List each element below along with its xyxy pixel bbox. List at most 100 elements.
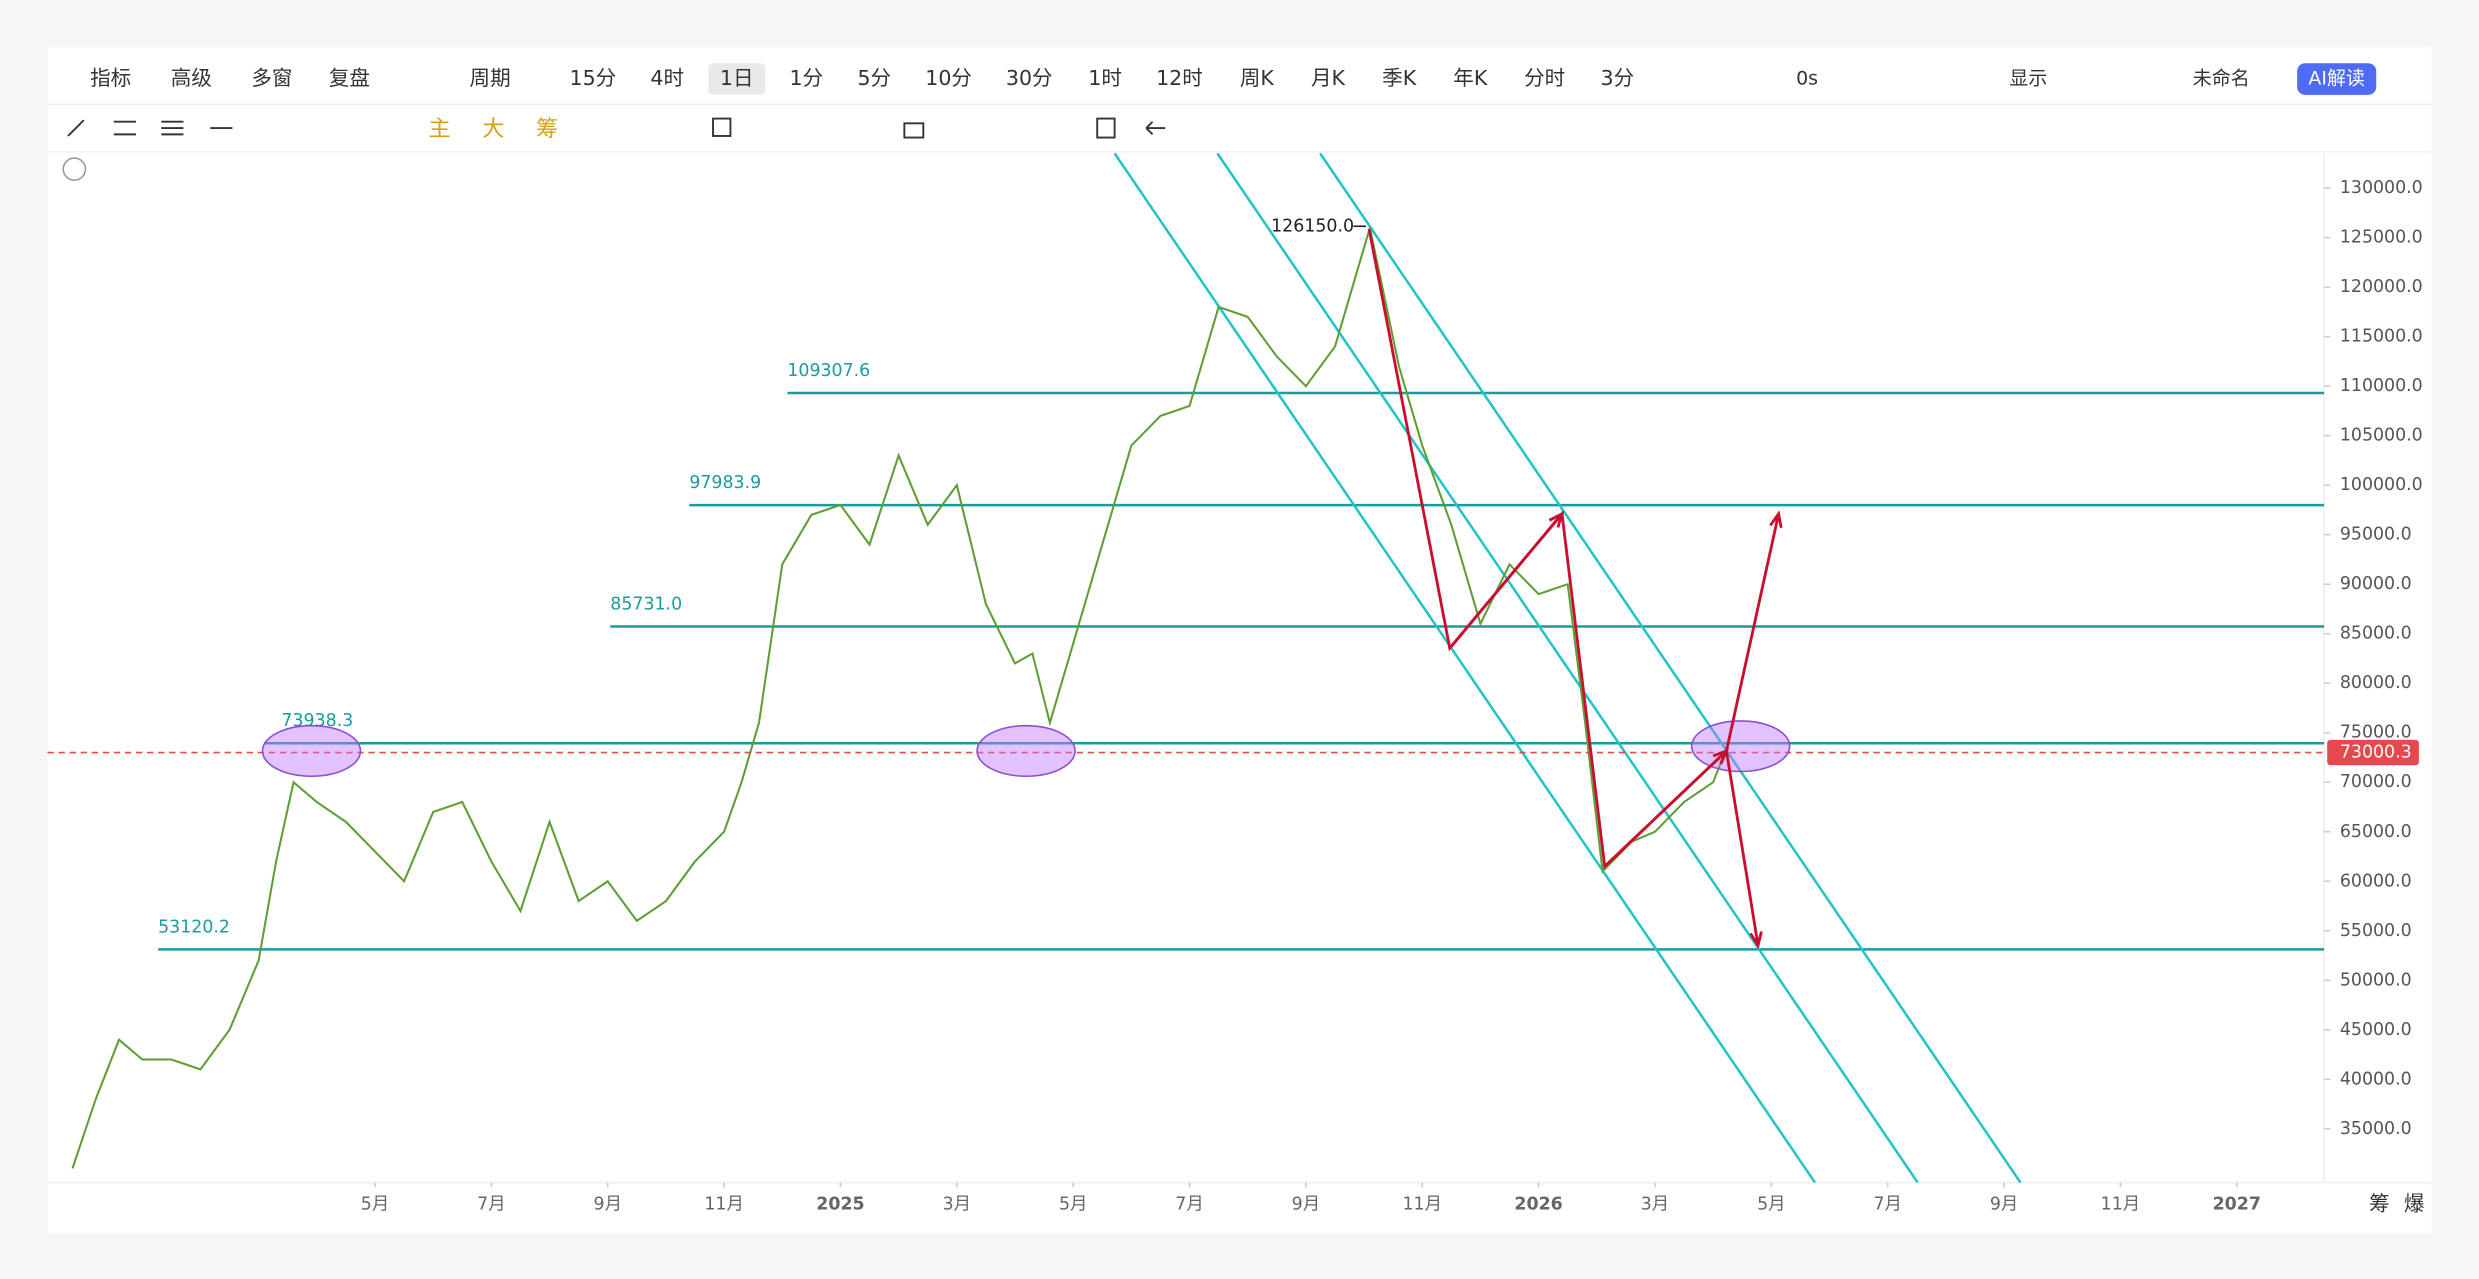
- toolbar-item[interactable]: 周期: [470, 66, 511, 90]
- projection-arrow: [1725, 750, 1760, 946]
- toolbar-item[interactable]: 月K: [1311, 66, 1346, 90]
- x-tick-label: 7月: [477, 1195, 505, 1215]
- x-tick-label: 2027: [2213, 1195, 2261, 1215]
- x-tick-label: 7月: [1175, 1195, 1203, 1215]
- toolbar-item[interactable]: 复盘: [329, 66, 370, 90]
- y-tick-label: 95000.0: [2340, 525, 2412, 545]
- level-label: 53120.2: [158, 917, 230, 937]
- y-tick-label: 35000.0: [2340, 1119, 2412, 1139]
- channel-line: [1319, 152, 2022, 1184]
- level-label: 97983.9: [689, 473, 761, 493]
- y-tick-label: 70000.0: [2340, 772, 2412, 792]
- y-tick-label: 100000.0: [2340, 475, 2423, 495]
- price-line: [71, 227, 1726, 1169]
- y-tick-label: 55000.0: [2340, 921, 2412, 941]
- channel-line: [1113, 152, 1817, 1184]
- toolbar-item[interactable]: 分时: [1524, 66, 1565, 90]
- highlight-ellipse: [976, 724, 1076, 778]
- y-tick-label: 60000.0: [2340, 871, 2412, 891]
- x-tick-label: 2025: [816, 1195, 864, 1215]
- y-tick-label: 75000.0: [2340, 723, 2412, 743]
- x-tick-label: 11月: [1403, 1195, 1442, 1215]
- x-tick-label: 7月: [1873, 1195, 1901, 1215]
- level-label: 85731.0: [610, 594, 682, 614]
- tool-icon[interactable]: [1096, 117, 1116, 139]
- arrow-head: [1749, 931, 1763, 950]
- y-tick-label: 65000.0: [2340, 822, 2412, 842]
- projection-arrow: [1603, 749, 1728, 868]
- chip-toggle[interactable]: 筹: [2369, 1192, 2390, 1216]
- projection-arrow: [1725, 513, 1780, 752]
- y-tick-label: 50000.0: [2340, 970, 2412, 990]
- chip-toggle[interactable]: 爆: [2404, 1192, 2425, 1216]
- toolbar-item[interactable]: 未命名: [2193, 68, 2250, 90]
- arrow-head: [1769, 510, 1783, 529]
- y-tick-label: 40000.0: [2340, 1069, 2412, 1089]
- arrow-head: [1548, 511, 1565, 528]
- toolbar-item[interactable]: 30分: [1006, 66, 1053, 90]
- indicator-toggle[interactable]: 筹: [536, 116, 558, 142]
- toolbar-item[interactable]: 多窗: [251, 66, 292, 90]
- x-tick-label: 3月: [1641, 1195, 1669, 1215]
- arrow-head: [1712, 748, 1730, 765]
- ai-button-bg[interactable]: [2297, 63, 2377, 95]
- expand-icon[interactable]: [62, 157, 87, 182]
- toolbar-item[interactable]: 显示: [2009, 68, 2047, 90]
- toolbar-item[interactable]: 周K: [1240, 66, 1275, 90]
- toolbar-item[interactable]: 高级: [171, 66, 212, 90]
- toolbar-item[interactable]: 1分: [790, 66, 824, 90]
- level-label: 109307.6: [787, 361, 870, 381]
- toolbar-item[interactable]: 3分: [1601, 66, 1635, 90]
- current-price-label: 73000.3: [2340, 743, 2412, 763]
- highlight-ellipse: [261, 724, 362, 778]
- x-tick-label: 11月: [704, 1195, 743, 1215]
- x-tick-label: 5月: [1757, 1195, 1785, 1215]
- toolbar-item[interactable]: 1时: [1088, 66, 1122, 90]
- x-tick-label: 9月: [594, 1195, 622, 1215]
- x-tick-label: 5月: [361, 1195, 389, 1215]
- x-tick-label: 5月: [1059, 1195, 1087, 1215]
- x-tick-label: 3月: [943, 1195, 971, 1215]
- indicator-toggle[interactable]: 主: [428, 116, 450, 142]
- toolbar-item[interactable]: 指标: [90, 66, 131, 90]
- toolbar-item[interactable]: 10分: [925, 66, 972, 90]
- y-tick-label: 130000.0: [2340, 178, 2423, 198]
- tool-icon[interactable]: [903, 122, 925, 139]
- card: [47, 47, 2432, 1234]
- toolbar-item[interactable]: 12时: [1156, 66, 1203, 90]
- peak-label: 126150.0: [1271, 216, 1354, 236]
- toolbar-item[interactable]: 季K: [1382, 66, 1417, 90]
- toolbar-item[interactable]: 15分: [570, 66, 617, 90]
- highlight-ellipse: [1690, 720, 1791, 773]
- y-tick-label: 85000.0: [2340, 624, 2412, 644]
- x-tick-label: 2026: [1514, 1195, 1562, 1215]
- drawing-tools: [67, 117, 1166, 139]
- current-price-box: [2327, 739, 2419, 766]
- tool-icon[interactable]: [712, 117, 732, 137]
- indicator-toggle[interactable]: 大: [482, 116, 504, 142]
- toolbar-item[interactable]: 0s: [1796, 68, 1818, 90]
- y-tick-label: 120000.0: [2340, 277, 2423, 297]
- x-tick-label: 9月: [1292, 1195, 1320, 1215]
- channel-line: [1216, 152, 1919, 1184]
- y-tick-label: 105000.0: [2340, 426, 2423, 446]
- undo-icon[interactable]: [1145, 121, 1166, 136]
- toolbar-item[interactable]: 1日: [720, 66, 754, 90]
- y-tick-label: 45000.0: [2340, 1020, 2412, 1040]
- toolbar-item[interactable]: 5分: [857, 66, 891, 90]
- active-period-bg: [708, 63, 766, 95]
- x-tick-label: 11月: [2101, 1195, 2140, 1215]
- y-tick-label: 115000.0: [2340, 327, 2423, 347]
- toolbar-item[interactable]: 年K: [1453, 66, 1488, 90]
- y-tick-label: 125000.0: [2340, 228, 2423, 248]
- x-tick-label: 9月: [1990, 1195, 2018, 1215]
- y-tick-label: 90000.0: [2340, 574, 2412, 594]
- y-tick-label: 80000.0: [2340, 673, 2412, 693]
- toolbar-item[interactable]: 4时: [650, 66, 684, 90]
- y-tick-label: 110000.0: [2340, 376, 2423, 396]
- toolbar-item[interactable]: AI解读: [2308, 68, 2365, 90]
- projection-arrow: [1448, 512, 1564, 650]
- tool-icon[interactable]: [67, 119, 85, 137]
